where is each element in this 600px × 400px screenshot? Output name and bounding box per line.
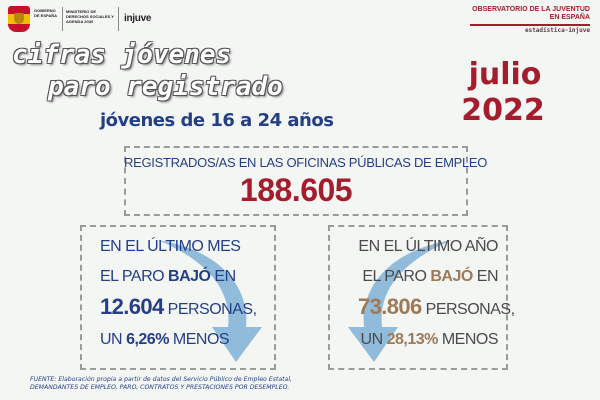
month-label: julio [468, 57, 542, 92]
observatorio-logo: Observatorio de la Juventud en España es… [470, 6, 590, 34]
source-line-1: FUENTE: Elaboración propia a partir de d… [30, 376, 293, 383]
registered-total-label: REGISTRADOS/AS EN LAS OFICINAS PÚBLICAS … [124, 155, 488, 170]
monthly-line-4-suffix: MENOS [168, 331, 230, 348]
title-line-2: paro registrado [48, 72, 283, 102]
source-footnote: FUENTE: Elaboración propia a partir de d… [30, 376, 490, 392]
observatorio-rule [470, 24, 590, 26]
yearly-line-2-suffix: EN [472, 268, 499, 285]
header-divider [118, 7, 119, 31]
spain-coat-of-arms-icon [8, 6, 30, 32]
yearly-number-suffix: PERSONAS, [421, 301, 515, 318]
yearly-line-1: EN EL ÚLTIMO AÑO [358, 238, 498, 255]
header-divider [62, 7, 63, 31]
yearly-line-4-suffix: MENOS [437, 331, 499, 348]
monthly-number-suffix: PERSONAS, [163, 301, 257, 318]
gov-label: Gobierno de España [34, 8, 58, 18]
yearly-change-percent: 28,13% [386, 331, 439, 348]
monthly-change-text: EN EL ÚLTIMO MES EL PARO BAJÓ EN 12.604 … [100, 232, 257, 355]
monthly-line-2-suffix: EN [210, 268, 236, 285]
monthly-line-4: UN 6,26% MENOS [100, 325, 257, 355]
monthly-line-2: EL PARO BAJÓ EN [100, 262, 257, 292]
monthly-direction: BAJÓ [168, 268, 211, 285]
yearly-change-box [328, 225, 508, 370]
yearly-line-4-prefix: UN [360, 331, 387, 348]
yearly-line-3: 73.806 PERSONAS, [358, 292, 515, 325]
monthly-line-1: EN EL ÚLTIMO MES [100, 238, 241, 255]
registered-total-value: 188.605 [239, 172, 353, 208]
yearly-change-text: EN EL ÚLTIMO AÑO EL PARO BAJÓ EN 73.806 … [358, 232, 515, 355]
registered-total-box [124, 146, 468, 216]
monthly-change-box [80, 225, 276, 370]
monthly-change-number: 12.604 [100, 294, 164, 319]
age-subtitle: jóvenes de 16 a 24 años [100, 110, 334, 131]
year-label: 2022 [461, 93, 545, 128]
yearly-line-2-prefix: EL PARO [362, 268, 431, 285]
source-line-2: DEMANDANTES DE EMPLEO, PARO, CONTRATOS Y… [30, 384, 290, 391]
yearly-line-2: EL PARO BAJÓ EN [358, 262, 498, 292]
monthly-line-2-prefix: EL PARO [100, 268, 169, 285]
yearly-direction: BAJÓ [430, 268, 473, 285]
observatorio-subtitle: estadística-injuve [524, 27, 590, 34]
monthly-change-percent: 6,26% [126, 331, 169, 348]
yearly-change-number: 73.806 [358, 294, 422, 319]
ministry-label: Ministerio de Derechos Sociales y Agenda… [66, 9, 114, 24]
monthly-line-3: 12.604 PERSONAS, [100, 292, 257, 325]
observatorio-title: Observatorio de la Juventud en España [472, 6, 590, 21]
title-line-1: cifras jóvenes [12, 40, 232, 70]
yearly-line-4: UN 28,13% MENOS [358, 325, 499, 355]
injuve-logo: injuve [124, 13, 152, 24]
monthly-line-4-prefix: UN [100, 331, 127, 348]
